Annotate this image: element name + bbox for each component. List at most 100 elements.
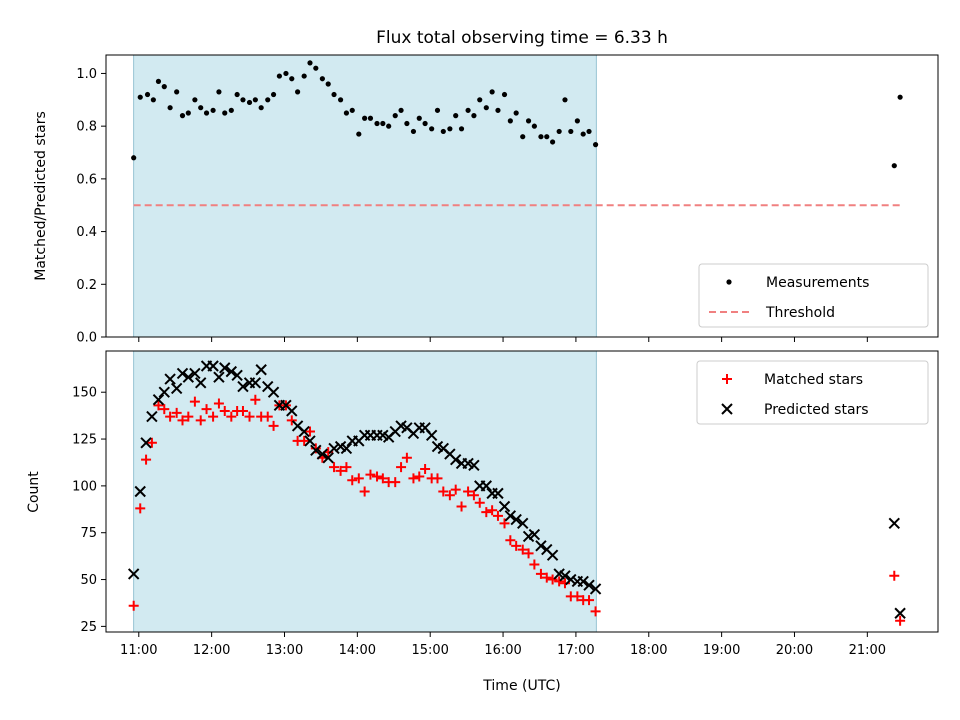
predicted-star-point	[577, 575, 589, 588]
measurement-point	[362, 115, 368, 121]
predicted-star-point	[535, 540, 547, 552]
x-tick-label: 12:00	[193, 643, 230, 658]
ratio-y-axis-label: Matched/Predicted stars	[33, 111, 49, 281]
predicted-star-point	[249, 377, 262, 389]
measurement-point	[483, 105, 489, 111]
predicted-star-point	[528, 528, 541, 541]
measurement-point	[155, 78, 162, 84]
measurement-point	[210, 107, 216, 113]
predicted-star-point	[134, 485, 146, 498]
matched-star-point	[153, 400, 164, 411]
predicted-star-point	[231, 369, 243, 382]
predicted-star-point	[583, 579, 595, 591]
count-axes-frame	[105, 350, 939, 633]
measurement-point	[477, 97, 483, 103]
predicted-star-point	[322, 452, 334, 464]
predicted-star-point	[546, 549, 559, 561]
matched-star-point	[456, 501, 467, 512]
matched-star-point	[535, 568, 546, 579]
measurement-point	[203, 110, 210, 116]
legend-label: Threshold	[765, 305, 835, 321]
matched-star-point	[396, 462, 407, 473]
predicted-star-point	[589, 583, 602, 595]
predicted-star-point	[207, 360, 219, 372]
matched-star-point	[171, 407, 182, 418]
measurement-point	[179, 113, 186, 119]
count-y-tick-label: 75	[80, 526, 97, 541]
predicted-star-point	[267, 386, 280, 398]
measurement-point	[331, 91, 337, 98]
measurement-point	[410, 128, 417, 135]
matched-star-point	[299, 435, 310, 446]
measurement-point	[222, 110, 228, 116]
matched-star-point	[889, 570, 900, 581]
count-y-tick-label: 100	[72, 479, 97, 494]
x-tick-label: 17:00	[557, 643, 594, 658]
measurement-point	[228, 107, 234, 113]
ratio-y-tick-label: 0.4	[76, 225, 97, 240]
measurement-point	[429, 126, 435, 132]
predicted-star-point	[310, 444, 322, 456]
measurement-point	[150, 97, 156, 103]
matched-star-point	[165, 411, 176, 422]
ratio-y-tick-label: 0.2	[76, 278, 97, 293]
matched-star-point	[590, 606, 601, 617]
measurement-point	[131, 155, 137, 161]
measurement-point	[440, 128, 446, 135]
predicted-star-point	[340, 442, 353, 455]
predicted-star-point	[328, 442, 340, 455]
measurement-point	[185, 110, 191, 116]
measurement-point	[356, 131, 362, 137]
measurement-point	[301, 73, 307, 79]
measurement-point	[398, 107, 404, 113]
x-tick-label: 16:00	[484, 643, 521, 658]
matched-star-point	[262, 411, 273, 422]
predicted-star-point	[189, 367, 201, 380]
matched-star-point	[177, 415, 188, 426]
matched-star-point	[213, 398, 224, 409]
measurement-point	[144, 91, 151, 98]
measurement-point	[404, 120, 410, 127]
measurement-point	[325, 81, 331, 87]
matched-star-point	[146, 437, 157, 448]
matched-star-point	[183, 411, 194, 422]
x-tick-label: 20:00	[776, 643, 813, 658]
matched-star-point	[189, 396, 200, 407]
legend-plus-icon	[722, 374, 732, 384]
measurement-point	[897, 94, 903, 100]
predicted-star-point	[888, 517, 900, 530]
matched-star-point	[304, 426, 315, 437]
count-y-axis-label: Count	[26, 471, 42, 513]
predicted-star-point	[510, 513, 522, 526]
predicted-star-point	[182, 371, 195, 383]
matched-star-point	[584, 595, 595, 606]
measurement-point	[891, 163, 897, 169]
matched-star-point	[365, 469, 376, 480]
predicted-star-point	[164, 373, 176, 385]
matched-star-point	[414, 471, 425, 482]
measurement-point	[374, 120, 380, 127]
predicted-star-point	[480, 480, 493, 492]
measurement-point	[246, 99, 253, 106]
matched-star-point	[468, 490, 479, 501]
measurement-point	[192, 97, 198, 103]
measurement-point	[513, 110, 519, 116]
measurement-point	[295, 89, 301, 95]
measurement-point	[252, 97, 258, 103]
predicted-star-point	[316, 448, 329, 460]
measurement-point	[289, 76, 295, 82]
count-legend	[696, 360, 929, 425]
matched-star-point	[444, 490, 455, 501]
matched-star-point	[481, 507, 492, 518]
predicted-star-point	[152, 393, 165, 406]
measurement-point	[343, 110, 350, 116]
matched-star-point	[159, 404, 170, 415]
x-axis-label: Time (UTC)	[482, 678, 560, 694]
measurement-point	[367, 115, 374, 121]
x-tick-label: 11:00	[120, 643, 157, 658]
matched-star-point	[141, 454, 152, 465]
matched-star-point	[511, 540, 522, 551]
x-tick-label: 21:00	[849, 643, 886, 658]
predicted-star-point	[140, 437, 152, 449]
matched-star-point	[353, 473, 364, 484]
